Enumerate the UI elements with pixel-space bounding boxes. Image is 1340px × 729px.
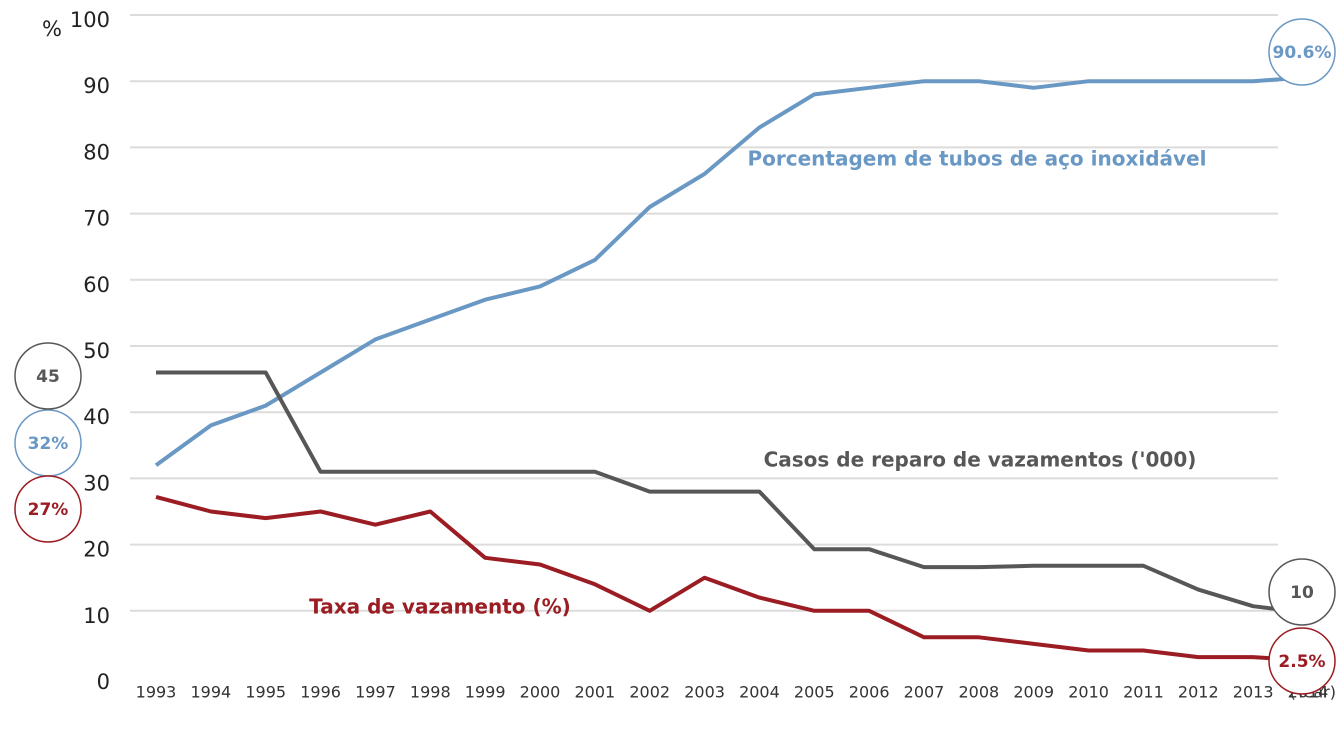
x-tick-label: 2005 (794, 683, 835, 702)
y-tick-label: 20 (83, 538, 110, 562)
x-tick-label: 2011 (1123, 683, 1164, 702)
series-label: Porcentagem de tubos de aço inoxidável (748, 147, 1207, 171)
end-label-circle (1268, 627, 1336, 695)
x-tick-label: 2008 (958, 683, 999, 702)
x-tick-label: 2009 (1013, 683, 1054, 702)
start-label: 45 (36, 367, 60, 387)
x-tick-label: 2001 (574, 683, 615, 702)
end-label-circle (1268, 18, 1336, 86)
y-tick-label: 30 (83, 471, 110, 495)
start-label-circle (14, 475, 82, 543)
x-tick-label: 2007 (904, 683, 945, 702)
y-tick-label: 40 (83, 405, 110, 429)
start-label: 32% (28, 434, 69, 454)
y-tick-label: 60 (83, 273, 110, 297)
x-tick-label: 1998 (410, 683, 451, 702)
x-tick-label: 2006 (849, 683, 890, 702)
y-tick-label: 80 (83, 140, 110, 164)
end-label: 90.6% (1273, 43, 1332, 63)
x-tick-label: 1999 (465, 683, 506, 702)
x-tick-label: 1997 (355, 683, 396, 702)
line (156, 370, 1309, 615)
line (154, 75, 1309, 467)
y-unit: % (42, 17, 62, 41)
x-tick-label: 1993 (136, 683, 177, 702)
x-tick-label: 2013 (1233, 683, 1274, 702)
y-tick-label: 70 (83, 207, 110, 231)
x-tick-label: 1995 (245, 683, 286, 702)
y-tick-label: 90 (83, 74, 110, 98)
x-tick-label: 2003 (684, 683, 725, 702)
end-label-circle (1268, 558, 1336, 626)
x-tick-label: 2010 (1068, 683, 1109, 702)
start-label: 27% (28, 500, 69, 520)
x-tick-label: 2004 (739, 683, 780, 702)
line (155, 494, 1309, 663)
y-tick-label: 0 (97, 670, 110, 694)
series-label: Taxa de vazamento (%) (309, 595, 571, 619)
series-label: Casos de reparo de vazamentos ('000) (764, 448, 1197, 472)
y-tick-label: 100 (70, 8, 110, 32)
x-tick-label: 2012 (1178, 683, 1219, 702)
x-tick-label: 2002 (629, 683, 670, 702)
y-tick-label: 10 (83, 604, 110, 628)
x-tick-label: 1994 (190, 683, 231, 702)
x-tick-label: 2000 (520, 683, 561, 702)
x-tick-label: 1996 (300, 683, 341, 702)
y-tick-label: 50 (83, 339, 110, 363)
end-label: 10 (1290, 583, 1314, 603)
start-label-circle (14, 342, 82, 410)
end-label: 2.5% (1278, 652, 1325, 672)
